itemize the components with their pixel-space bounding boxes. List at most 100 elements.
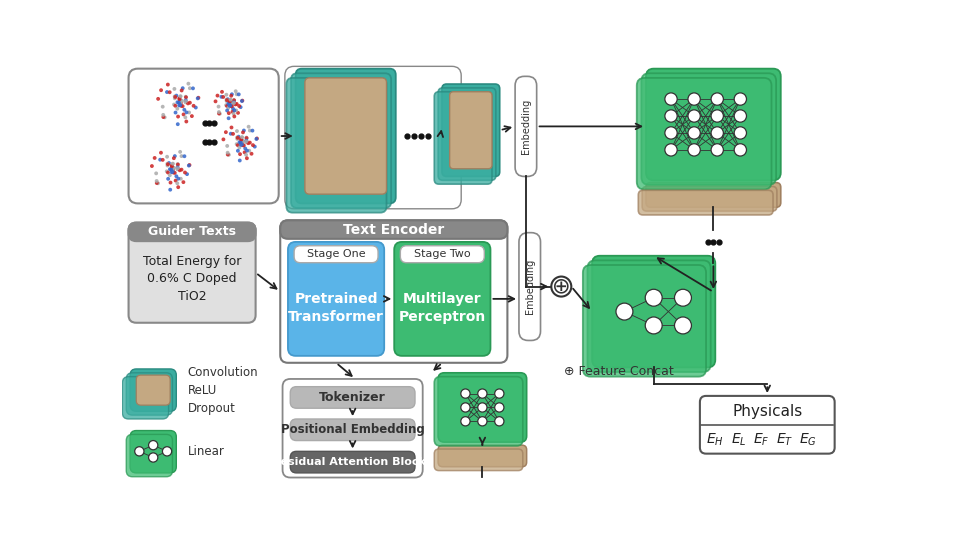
FancyBboxPatch shape	[434, 377, 523, 446]
Text: Tokenizer: Tokenizer	[320, 391, 386, 404]
Circle shape	[232, 109, 236, 112]
Circle shape	[240, 136, 244, 139]
Circle shape	[173, 171, 177, 175]
Circle shape	[228, 102, 232, 106]
Circle shape	[240, 140, 244, 144]
Circle shape	[228, 102, 232, 105]
Circle shape	[176, 162, 180, 166]
Circle shape	[179, 150, 182, 154]
Circle shape	[177, 177, 180, 180]
Circle shape	[185, 172, 189, 176]
Circle shape	[178, 100, 181, 104]
FancyBboxPatch shape	[519, 233, 540, 340]
Circle shape	[183, 171, 187, 174]
FancyBboxPatch shape	[400, 246, 484, 262]
Circle shape	[688, 127, 700, 139]
Circle shape	[166, 83, 170, 86]
Circle shape	[161, 115, 165, 119]
Circle shape	[166, 171, 170, 174]
Circle shape	[243, 146, 247, 151]
Circle shape	[711, 127, 724, 139]
Circle shape	[176, 114, 180, 118]
Text: $E_G$: $E_G$	[799, 431, 817, 448]
Circle shape	[711, 93, 724, 105]
Circle shape	[184, 98, 188, 102]
FancyBboxPatch shape	[291, 73, 391, 208]
Circle shape	[236, 149, 240, 153]
Circle shape	[234, 109, 238, 112]
Circle shape	[180, 86, 184, 90]
Circle shape	[149, 441, 157, 450]
Circle shape	[232, 98, 236, 102]
FancyBboxPatch shape	[290, 451, 415, 473]
Circle shape	[179, 100, 182, 104]
Circle shape	[250, 152, 253, 156]
FancyBboxPatch shape	[642, 186, 777, 211]
Circle shape	[171, 167, 175, 171]
Circle shape	[252, 145, 256, 148]
Circle shape	[192, 104, 196, 107]
Circle shape	[254, 137, 258, 141]
Circle shape	[226, 151, 229, 154]
Circle shape	[235, 142, 239, 146]
Circle shape	[176, 166, 180, 170]
FancyBboxPatch shape	[588, 260, 710, 372]
FancyBboxPatch shape	[280, 220, 508, 239]
Circle shape	[187, 164, 191, 167]
Circle shape	[182, 154, 186, 158]
Circle shape	[235, 136, 239, 139]
Circle shape	[227, 111, 230, 115]
Circle shape	[244, 140, 248, 144]
Circle shape	[222, 138, 226, 141]
Circle shape	[226, 153, 229, 157]
Circle shape	[227, 102, 230, 105]
Circle shape	[232, 114, 236, 118]
Circle shape	[181, 180, 185, 184]
Circle shape	[176, 100, 180, 104]
Circle shape	[171, 165, 175, 169]
FancyBboxPatch shape	[296, 69, 396, 204]
Circle shape	[229, 101, 233, 105]
Circle shape	[494, 389, 504, 398]
Circle shape	[240, 99, 244, 103]
FancyBboxPatch shape	[305, 78, 387, 194]
Circle shape	[232, 100, 236, 104]
Circle shape	[220, 90, 224, 94]
Circle shape	[225, 98, 228, 102]
Circle shape	[171, 170, 175, 174]
Text: TiO2: TiO2	[178, 290, 206, 303]
Circle shape	[183, 100, 187, 104]
Circle shape	[243, 151, 247, 154]
Circle shape	[226, 144, 229, 148]
Circle shape	[461, 417, 470, 426]
FancyBboxPatch shape	[646, 69, 780, 180]
Circle shape	[461, 403, 470, 412]
FancyBboxPatch shape	[592, 256, 715, 367]
Circle shape	[237, 92, 241, 96]
Text: ⊕: ⊕	[552, 276, 570, 296]
Circle shape	[184, 111, 188, 114]
FancyBboxPatch shape	[641, 73, 776, 185]
Circle shape	[172, 171, 176, 174]
Circle shape	[237, 140, 241, 144]
Text: $E_L$: $E_L$	[731, 431, 746, 448]
Circle shape	[155, 171, 158, 176]
Circle shape	[184, 96, 188, 99]
Circle shape	[645, 317, 662, 334]
Circle shape	[228, 104, 232, 107]
Circle shape	[240, 142, 244, 146]
Circle shape	[180, 154, 183, 158]
Circle shape	[217, 112, 221, 116]
Circle shape	[675, 289, 691, 306]
Circle shape	[228, 104, 232, 108]
Circle shape	[236, 143, 240, 147]
Circle shape	[183, 116, 187, 119]
Text: Convolution
ReLU
Dropout: Convolution ReLU Dropout	[188, 366, 258, 415]
Circle shape	[239, 140, 243, 144]
Circle shape	[187, 163, 191, 167]
Circle shape	[177, 185, 180, 189]
Circle shape	[165, 170, 169, 173]
Circle shape	[176, 166, 180, 170]
Circle shape	[688, 144, 700, 156]
Circle shape	[190, 114, 194, 118]
